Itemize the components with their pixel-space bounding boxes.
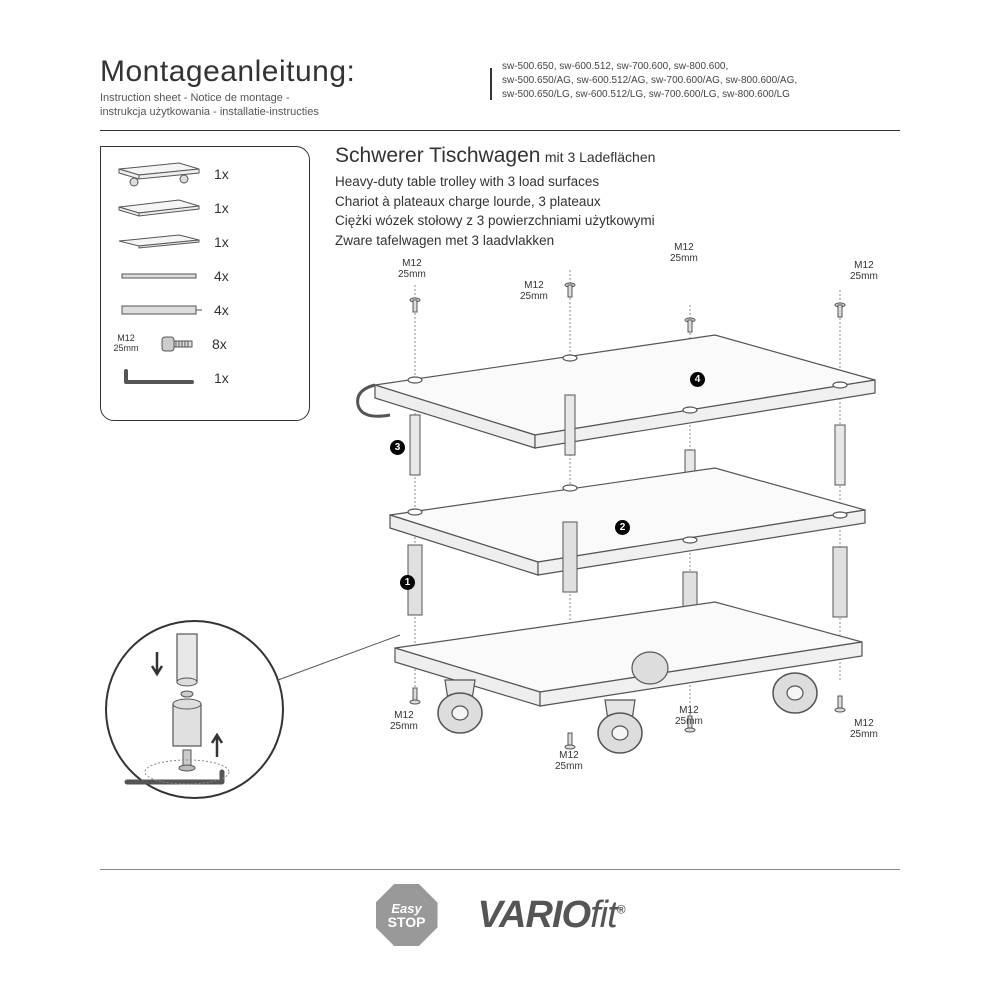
product-name-en: Heavy-duty table trolley with 3 load sur… — [335, 172, 900, 192]
qty-7: 1x — [214, 370, 244, 386]
product-name-de: Schwerer Tischwagen — [335, 144, 540, 167]
qty-1: 1x — [214, 166, 244, 182]
part-row-shelf2: 1x — [111, 225, 299, 259]
header-divider — [490, 68, 492, 100]
product-name-nl: Zware tafelwagen met 3 laadvlakken — [335, 231, 900, 251]
qty-3: 1x — [214, 234, 244, 250]
product-title-block: Schwerer Tischwagen mit 3 Ladeflächen He… — [335, 144, 900, 250]
shelf-icon — [111, 194, 206, 222]
translations: Heavy-duty table trolley with 3 load sur… — [335, 172, 900, 250]
footer-logos: Easy STOP VARIOfit® — [100, 880, 900, 950]
stop-text: STOP — [388, 915, 426, 929]
callout-tr2: M1225mm — [850, 260, 878, 282]
parts-list: 1x 1x 1x 4x 4x M — [100, 146, 310, 421]
rule-bottom — [100, 869, 900, 870]
leader-line — [270, 620, 410, 740]
variofit-logo: VARIOfit® — [478, 894, 625, 937]
part-row-base: 1x — [111, 157, 299, 191]
qty-6: 8x — [212, 336, 242, 352]
qty-5: 4x — [214, 302, 244, 318]
part-row-tube1: 4x — [111, 259, 299, 293]
qty-2: 1x — [214, 200, 244, 216]
part-row-tube2: 4x — [111, 293, 299, 327]
models-2: sw-500.650/AG, sw-600.512/AG, sw-700.600… — [502, 74, 902, 88]
subtitle-line-1: Instruction sheet - Notice de montage - — [100, 92, 290, 104]
allen-key-icon — [111, 364, 206, 392]
shelf-icon-2 — [111, 228, 206, 256]
callout-tm: M1225mm — [520, 280, 548, 302]
part-row-wrench: 1x — [111, 361, 299, 395]
product-name-fr: Chariot à plateaux charge lourde, 3 plat… — [335, 192, 900, 212]
callout-tr1: M1225mm — [670, 242, 698, 264]
bolt-25mm: 25mm — [111, 344, 141, 354]
callout-bm: M1225mm — [555, 750, 583, 772]
easystop-logo-icon: Easy STOP — [376, 884, 438, 946]
bolt-label: M12 25mm — [111, 334, 141, 354]
models-3: sw-500.650/LG, sw-600.512/LG, sw-700.600… — [502, 88, 902, 102]
rule-top — [100, 130, 900, 131]
subtitle-line-2: instrukcja użytkowania - installatie-ins… — [100, 106, 319, 118]
bolt-icon — [149, 330, 204, 358]
step-4: 4 — [690, 372, 705, 387]
brand-fit: fit — [590, 894, 617, 936]
model-codes: sw-500.650, sw-600.512, sw-700.600, sw-8… — [502, 60, 902, 102]
base-trolley-icon — [111, 160, 206, 188]
product-name-de-sub: mit 3 Ladeflächen — [545, 149, 656, 165]
callout-br2: M1225mm — [850, 718, 878, 740]
step-2: 2 — [615, 520, 630, 535]
easy-text: Easy — [391, 902, 421, 915]
part-row-bolt: M12 25mm 8x — [111, 327, 299, 361]
step-3: 3 — [390, 440, 405, 455]
brand-vario: VARIO — [478, 894, 591, 936]
assembly-detail — [105, 620, 284, 799]
part-row-shelf1: 1x — [111, 191, 299, 225]
callout-br1: M1225mm — [675, 705, 703, 727]
tube-thin-icon — [111, 262, 206, 290]
models-1: sw-500.650, sw-600.512, sw-700.600, sw-8… — [502, 60, 902, 74]
step-1: 1 — [400, 575, 415, 590]
product-name-pl: Ciężki wózek stołowy z 3 powierzchniami … — [335, 211, 900, 231]
tube-thick-icon — [111, 296, 206, 324]
qty-4: 4x — [214, 268, 244, 284]
callout-tl: M1225mm — [398, 258, 426, 280]
registered-icon: ® — [617, 902, 625, 916]
subtitle: Instruction sheet - Notice de montage - … — [100, 91, 450, 120]
